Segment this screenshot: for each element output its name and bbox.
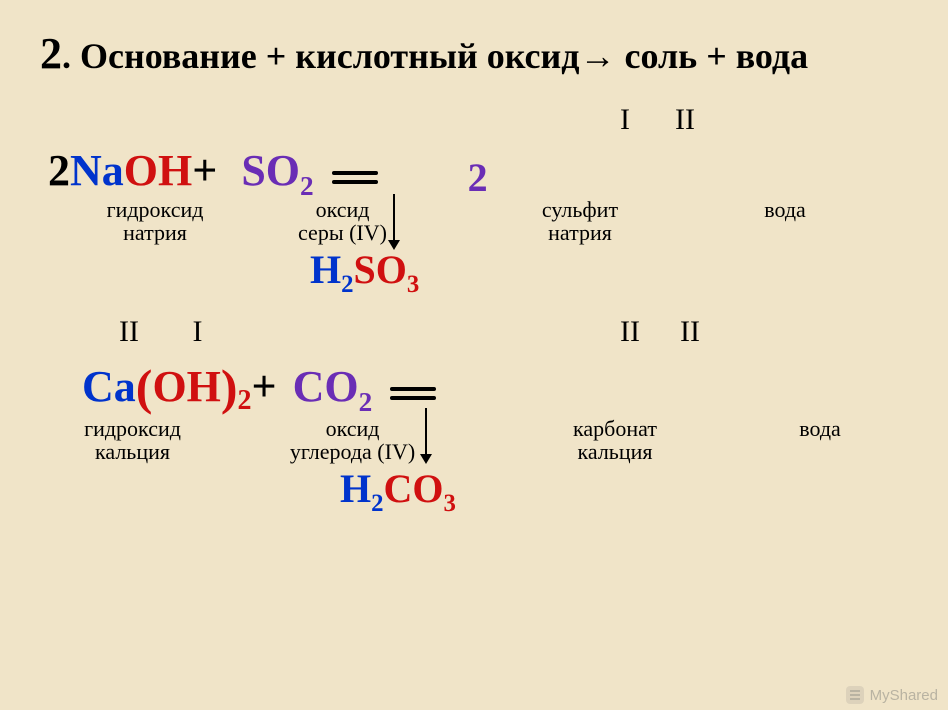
r2-label-salt: карбонат кальция	[480, 417, 750, 463]
r2-label-water: вода	[750, 417, 890, 440]
r1-lb4: вода	[764, 198, 806, 221]
r1-oxide-formula: SO	[241, 146, 300, 195]
r1-acid-h-sub: 2	[341, 271, 353, 298]
reaction-1-labels: гидроксид натрия оксид серы (IV) сульфит…	[70, 198, 908, 244]
r2-oxide: CO2	[293, 361, 373, 412]
r2-acid-h-sub: 2	[371, 490, 383, 517]
r2-oxide-sub: 2	[359, 387, 373, 417]
valence-salt-anion: II	[660, 315, 720, 349]
r2-lb3b: кальция	[578, 440, 653, 463]
reaction-2-valence-left: II I II II	[98, 315, 908, 349]
valence-cation-1: I	[595, 103, 655, 137]
r1-acid-h-t: H	[310, 247, 341, 292]
r2-paren-close: )	[221, 358, 238, 416]
title-number: 2	[40, 29, 62, 78]
r1-label-oxide: оксид серы (IV)	[240, 198, 445, 244]
r2-lb1b: кальция	[95, 440, 170, 463]
r2-oxide-f: CO	[293, 362, 359, 411]
watermark-text: MyShared	[870, 687, 938, 704]
r1-acid-h: H2	[310, 246, 354, 293]
r2-lb2b: углерода (IV)	[290, 440, 415, 463]
r1-acid-r: SO	[354, 247, 407, 292]
valence-anion-1: II	[655, 103, 715, 137]
r1-label-salt: сульфит натрия	[445, 198, 715, 244]
reaction-arrow-icon-2	[390, 382, 436, 405]
r2-plus: +	[252, 361, 277, 412]
r1-lb2b: серы (IV)	[298, 221, 387, 244]
r1-acid-r-sub: 3	[407, 271, 419, 298]
r2-acid-r-sub: 3	[444, 490, 456, 517]
r1-lb3: сульфит	[542, 198, 618, 221]
r2-paren-open: (	[136, 358, 153, 416]
r1-oxide: SO2	[241, 145, 313, 196]
valence-salt-cation: II	[600, 315, 660, 349]
r2-label-base: гидроксид кальция	[40, 417, 225, 463]
r1-label-water: вода	[715, 198, 855, 221]
chemistry-slide: 2. Основание + кислотный оксид→ соль + в…	[0, 0, 948, 710]
r2-lb2: оксид	[326, 417, 380, 440]
r2-acid-h: H2	[340, 465, 384, 512]
r2-lb1: гидроксид	[84, 417, 181, 440]
reaction-2-acid: H2 CO3	[340, 465, 908, 512]
reaction-1-valence-row: I II	[595, 103, 908, 137]
r2-cation: Ca	[82, 361, 136, 412]
r1-lb1: гидроксид	[107, 198, 204, 221]
reaction-2-equation: Ca ( OH ) 2 + CO2	[82, 355, 908, 413]
watermark: MyShared	[846, 686, 938, 704]
r1-anion: OH	[124, 145, 192, 196]
r1-lb3b: натрия	[548, 221, 612, 244]
down-arrow-icon-2	[425, 408, 427, 462]
r1-lb1b: натрия	[123, 221, 187, 244]
r1-lb2: оксид	[316, 198, 370, 221]
down-arrow-icon	[393, 194, 395, 248]
r2-label-oxide: оксид углерода (IV)	[225, 417, 480, 463]
r1-coef: 2	[48, 145, 70, 196]
r2-acid-rest: CO3	[384, 465, 456, 512]
r1-salt-coef: 2	[468, 154, 488, 201]
reaction-arrow-icon	[332, 166, 378, 189]
reaction-1-acid: H2 SO3	[310, 246, 908, 293]
r2-acid-r: CO	[384, 466, 444, 511]
r1-oxide-sub: 2	[300, 171, 314, 201]
slides-icon	[846, 686, 864, 704]
reaction-1-equation: 2 Na OH + SO2 2	[48, 145, 908, 196]
slide-title: 2. Основание + кислотный оксид→ соль + в…	[40, 28, 908, 79]
r1-cation: Na	[70, 145, 124, 196]
reaction-2-group: II I II II Ca ( OH ) 2 + CO2 гидр	[40, 315, 908, 512]
r2-lb3: карбонат	[573, 417, 657, 440]
r2-lb4: вода	[799, 417, 841, 440]
reaction-2-labels: гидроксид кальция оксид углерода (IV) ка…	[40, 417, 908, 463]
r1-plus: +	[192, 145, 217, 196]
valence-oh: I	[160, 315, 235, 349]
valence-ca: II	[98, 315, 160, 349]
r1-acid-rest: SO3	[354, 246, 420, 293]
r2-anion: OH	[152, 361, 220, 412]
r2-acid-h-t: H	[340, 466, 371, 511]
title-text: Основание + кислотный оксид→ соль + вода	[80, 36, 808, 76]
r1-label-base: гидроксид натрия	[70, 198, 240, 244]
title-dot: .	[62, 36, 80, 76]
reaction-1-group: I II 2 Na OH + SO2 2 гидроксид натрия	[40, 103, 908, 293]
